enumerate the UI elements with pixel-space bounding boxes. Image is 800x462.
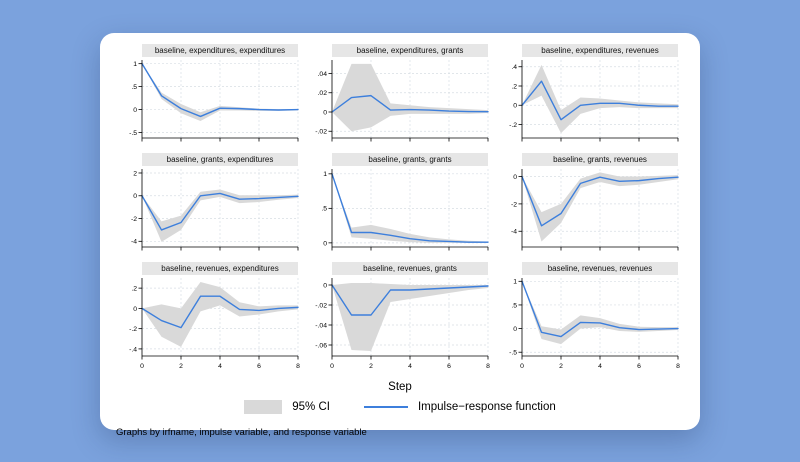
graph-card: baseline, expenditures, expenditures 1.5 0… [100,33,700,438]
svg-text:.04: .04 [318,71,328,78]
subplot-8: baseline, revenues, grants 0 -.02 -.04 -.06 0… [305,262,495,379]
svg-text:8: 8 [676,363,680,370]
subplot-1: baseline, expenditures, expenditures 1 .5 0… [115,44,305,149]
svg-text:1: 1 [133,61,137,68]
x-axis-label: Step [388,381,412,393]
subplot-7: baseline, revenues, expenditures .2 0 -.2 -.… [115,262,305,379]
subplot-plot: .04 .02 0 -.02 [315,60,489,142]
svg-text:-.06: -.06 [315,342,327,349]
subplot-title: baseline, revenues, revenues [522,262,678,275]
svg-text:6: 6 [257,363,261,370]
svg-text:2: 2 [133,170,137,177]
svg-text:2: 2 [179,363,183,370]
subplot-3: baseline, expenditures, revenues .4 .2 0 -.2 [495,44,685,149]
irf-line-sample [363,406,408,408]
svg-text:1: 1 [323,171,327,178]
svg-text:0: 0 [140,363,144,370]
subplot-plot: 1 .5 0 -.5 [129,60,299,142]
svg-text:.02: .02 [318,90,328,97]
svg-text:1: 1 [513,279,517,286]
svg-text:-.02: -.02 [315,302,327,309]
subplot-plot: .2 0 -.2 -.4 0 2 4 6 8 [129,278,300,370]
svg-text:.5: .5 [511,302,517,309]
svg-text:0: 0 [323,240,327,247]
svg-text:8: 8 [486,363,490,370]
subplot-plot: 0 -.02 -.04 -.06 0 2 4 6 8 [315,278,490,370]
svg-text:-.5: -.5 [509,350,517,357]
subplot-title: baseline, expenditures, expenditures [142,44,298,57]
subplot-title: baseline, expenditures, grants [332,44,488,57]
subplot-plot: .4 .2 0 -.2 [509,60,679,142]
svg-text:-.5: -.5 [129,130,137,137]
subplot-4: baseline, grants, expenditures 2 0 -2 -4 [115,153,305,258]
svg-text:-4: -4 [511,229,517,236]
svg-text:0: 0 [513,174,517,181]
svg-text:-4: -4 [131,239,137,246]
subplot-title: baseline, grants, expenditures [142,153,298,166]
subplot-title: baseline, grants, revenues [522,153,678,166]
subplot-title: baseline, revenues, expenditures [142,262,298,275]
svg-text:-.04: -.04 [315,322,327,329]
subplot-title: baseline, expenditures, revenues [522,44,678,57]
svg-text:0: 0 [323,109,327,116]
svg-text:.5: .5 [131,84,137,91]
graph-note: Graphs by irfname, impulse variable, and… [116,427,367,438]
svg-text:0: 0 [330,363,334,370]
subplot-title: baseline, grants, grants [332,153,488,166]
subplot-plot: 1.50 [321,169,489,251]
ci-swatch [244,400,283,414]
svg-text:8: 8 [296,363,300,370]
svg-text:0: 0 [133,306,137,313]
ci-legend-label: 95% CI [292,401,330,413]
svg-text:0: 0 [520,363,524,370]
subplot-2: baseline, expenditures, grants .04 .02 0 -.0… [305,44,495,149]
svg-text:.2: .2 [131,286,137,293]
svg-text:.5: .5 [321,206,327,213]
svg-text:.2: .2 [511,83,517,90]
irf-legend-label: Impulse−response function [417,401,556,413]
svg-text:-.4: -.4 [129,346,137,353]
subplot-plot: 0 -2 -4 [511,169,679,251]
subplot-plot: 1.50-.50 2 4 6 8 [509,278,680,370]
svg-text:0: 0 [133,193,137,200]
svg-text:-2: -2 [131,216,137,223]
svg-text:-.2: -.2 [129,326,137,333]
subplot-6: baseline, grants, revenues 0 -2 -4 [495,153,685,258]
svg-text:0: 0 [133,107,137,114]
svg-text:4: 4 [218,363,222,370]
svg-text:0: 0 [323,282,327,289]
svg-text:2: 2 [559,363,563,370]
svg-text:-.2: -.2 [509,122,517,129]
subplot-9: baseline, revenues, revenues 1.5 0 -.5 0 2 4 6 8 [495,262,685,379]
svg-text:.4: .4 [511,64,517,71]
svg-text:0: 0 [513,103,517,110]
subplot-plot: 2 0 -2 -4 [131,169,299,251]
svg-text:6: 6 [637,363,641,370]
svg-text:-2: -2 [511,201,517,208]
svg-text:2: 2 [369,363,373,370]
svg-text:0: 0 [513,326,517,333]
svg-text:4: 4 [408,363,412,370]
legend: 95% CI Impulse−response function [100,400,700,414]
subplot-5: baseline, grants, grants 1.5 0 [305,153,495,258]
svg-text:6: 6 [447,363,451,370]
svg-text:-.02: -.02 [315,129,327,136]
irf-grid: baseline, expenditures, expenditures 1.5 0… [100,33,700,379]
svg-text:4: 4 [598,363,602,370]
subplot-title: baseline, revenues, grants [332,262,488,275]
